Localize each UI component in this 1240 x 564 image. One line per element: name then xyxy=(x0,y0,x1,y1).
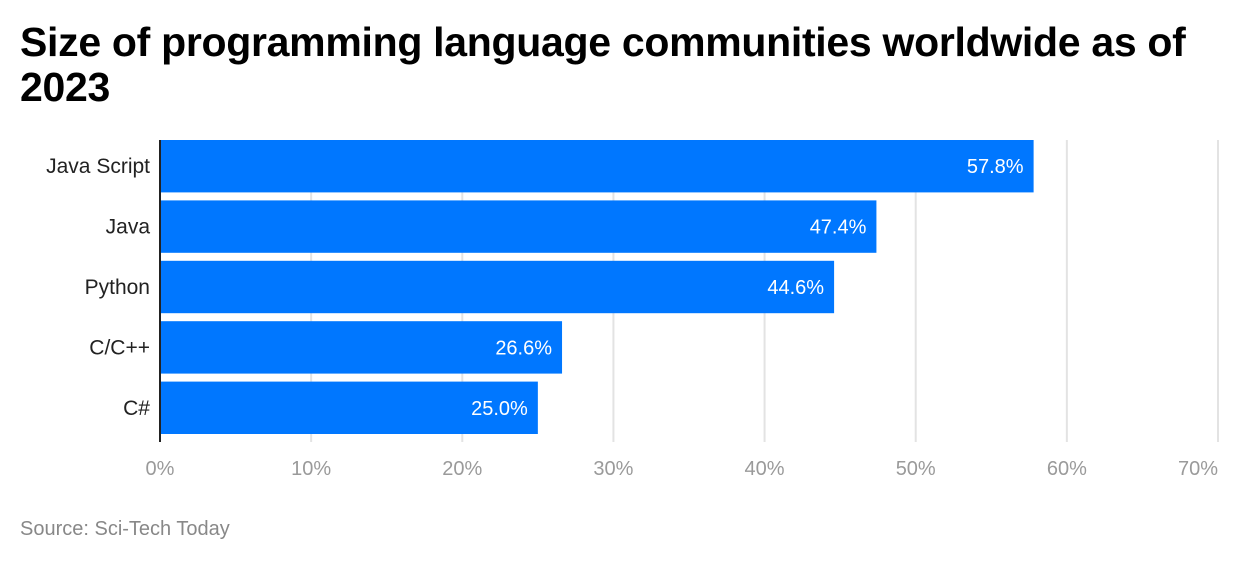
category-label: Java Script xyxy=(46,155,150,178)
data-label: 44.6% xyxy=(767,277,824,299)
x-tick-label: 20% xyxy=(442,458,482,480)
category-label: Python xyxy=(85,276,150,299)
bar xyxy=(160,200,877,253)
chart-title: Size of programming language communities… xyxy=(20,19,1186,110)
x-tick-label: 70% xyxy=(1178,458,1218,480)
x-tick-labels: 0% 10% 20% 30% 40% 50% 60% 70% xyxy=(146,458,1219,480)
category-label: C/C++ xyxy=(89,336,150,359)
x-tick-label: 10% xyxy=(291,458,331,480)
category-label: C# xyxy=(123,397,150,420)
source-note: Source: Sci-Tech Today xyxy=(20,518,230,540)
x-tick-label: 0% xyxy=(146,458,175,480)
category-labels: Java Script Java Python C/C++ C# xyxy=(46,155,150,420)
data-label: 57.8% xyxy=(967,156,1024,178)
bar xyxy=(160,321,563,374)
bars xyxy=(160,140,1034,434)
x-tick-label: 40% xyxy=(745,458,785,480)
bar xyxy=(160,381,538,434)
x-tick-label: 30% xyxy=(593,458,633,480)
bar xyxy=(160,260,835,314)
data-label: 25.0% xyxy=(471,398,528,420)
category-label: Java xyxy=(106,216,151,239)
data-label: 47.4% xyxy=(810,217,867,239)
bar xyxy=(160,140,1034,193)
data-labels: 57.8% 47.4% 44.6% 26.6% 25.0% xyxy=(471,156,1024,420)
data-label: 26.6% xyxy=(495,337,552,359)
x-tick-label: 50% xyxy=(896,458,936,480)
x-tick-label: 60% xyxy=(1047,458,1087,480)
